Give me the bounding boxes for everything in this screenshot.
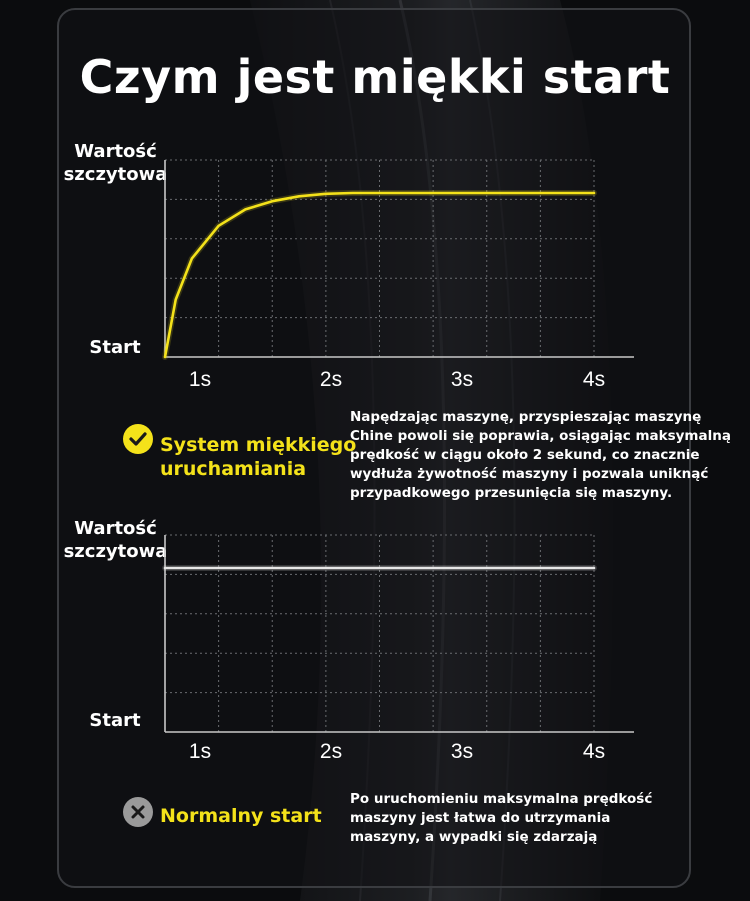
desc-line: Po uruchomieniu maksymalna prędkość bbox=[350, 791, 653, 807]
x-tick-label: 2s bbox=[319, 740, 343, 763]
normal-start-label: Normalny start bbox=[160, 805, 322, 827]
y-axis-label-start: Start bbox=[89, 710, 141, 731]
x-tick-label: 4s bbox=[582, 368, 606, 391]
y-axis-label-top: Wartość szczytowa bbox=[58, 140, 173, 186]
normal-start-description: Po uruchomieniu maksymalna prędkość masz… bbox=[350, 790, 652, 847]
desc-line: prędkość w ciągu około 2 sekund, co znac… bbox=[350, 447, 700, 463]
soft-start-label: System miękkiego uruchamiania bbox=[160, 433, 356, 481]
desc-line: Chine powoli się poprawia, osiągając mak… bbox=[350, 428, 731, 444]
y-axis-label-top: Wartość szczytowa bbox=[58, 517, 173, 563]
soft-start-label-line: System miękkiego bbox=[160, 434, 357, 456]
desc-line: maszyny jest łatwa do utrzymania bbox=[350, 810, 611, 826]
x-tick-label: 3s bbox=[450, 368, 474, 391]
y-axis-label-start: Start bbox=[89, 337, 141, 358]
page-title: Czym jest miękki start bbox=[79, 50, 671, 104]
x-tick-label: 2s bbox=[319, 368, 343, 391]
x-tick-label: 3s bbox=[450, 740, 474, 763]
series-line bbox=[163, 191, 596, 359]
soft-start-label-line: uruchamiania bbox=[160, 458, 307, 480]
desc-line: maszyny, a wypadki się zdarzają bbox=[350, 829, 598, 845]
check-circle-icon bbox=[123, 424, 153, 454]
content-card bbox=[57, 8, 691, 888]
y-axis-label-line: szczytowa bbox=[63, 164, 168, 185]
x-circle-icon bbox=[123, 797, 153, 827]
desc-line: wydłuża żywotność maszyny i pozwala unik… bbox=[350, 466, 709, 482]
x-tick-label: 1s bbox=[188, 368, 212, 391]
x-tick-label: 1s bbox=[188, 740, 212, 763]
desc-line: Napędzając maszynę, przyspieszając maszy… bbox=[350, 409, 702, 425]
y-axis-label-line: Wartość bbox=[74, 518, 157, 539]
soft-start-description: Napędzając maszynę, przyspieszając maszy… bbox=[350, 408, 731, 503]
desc-line: przypadkowego przesunięcia się maszyny. bbox=[350, 485, 673, 501]
y-axis-label-line: szczytowa bbox=[63, 541, 168, 562]
x-tick-label: 4s bbox=[582, 740, 606, 763]
y-axis-label-line: Wartość bbox=[74, 141, 157, 162]
